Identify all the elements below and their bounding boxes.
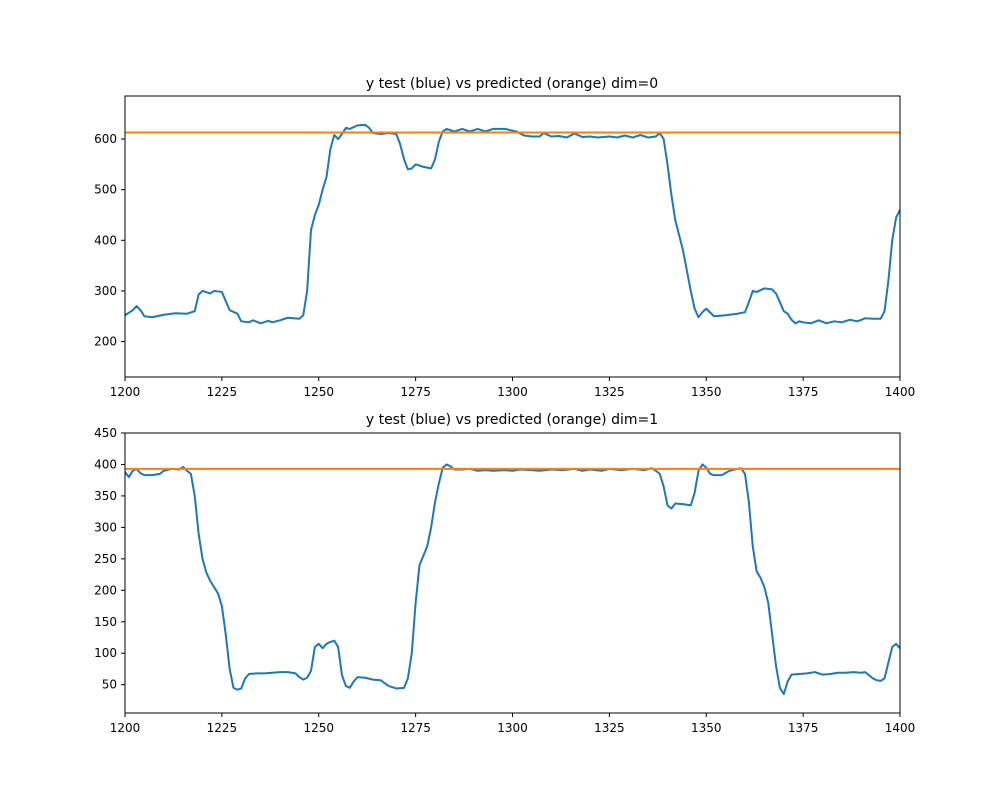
y-tick-label: 300 bbox=[94, 520, 117, 534]
x-tick-label: 1375 bbox=[788, 721, 819, 735]
y-tick-label: 600 bbox=[94, 132, 117, 146]
y-tick-label: 50 bbox=[102, 678, 117, 692]
x-tick-label: 1375 bbox=[788, 385, 819, 399]
y-tick-label: 400 bbox=[94, 457, 117, 471]
y-tick-label: 250 bbox=[94, 552, 117, 566]
x-tick-label: 1350 bbox=[691, 721, 722, 735]
chart-panel-dim1: y test (blue) vs predicted (orange) dim=… bbox=[94, 412, 915, 735]
x-tick-label: 1200 bbox=[110, 721, 141, 735]
y-axis-ticks: 50 100 150 200 250 300 350 400 450 bbox=[94, 426, 125, 692]
chart-title: y test (blue) vs predicted (orange) dim=… bbox=[366, 76, 658, 92]
y-tick-label: 100 bbox=[94, 646, 117, 660]
x-tick-label: 1350 bbox=[691, 385, 722, 399]
x-tick-label: 1225 bbox=[207, 385, 238, 399]
y-tick-label: 450 bbox=[94, 426, 117, 440]
x-tick-label: 1300 bbox=[497, 385, 528, 399]
x-tick-label: 1400 bbox=[885, 721, 916, 735]
series-layer bbox=[125, 463, 900, 696]
x-axis-ticks: 1200 1225 1250 1275 1300 1325 1350 1375 1400 bbox=[110, 377, 916, 399]
x-tick-label: 1300 bbox=[497, 721, 528, 735]
x-tick-label: 1225 bbox=[207, 721, 238, 735]
x-tick-label: 1325 bbox=[594, 385, 625, 399]
x-tick-label: 1400 bbox=[885, 385, 916, 399]
y-tick-label: 350 bbox=[94, 489, 117, 503]
x-axis-ticks: 1200 1225 1250 1275 1300 1325 1350 1375 1400 bbox=[110, 713, 916, 735]
series-line-actual bbox=[125, 123, 900, 325]
chart-title: y test (blue) vs predicted (orange) dim=… bbox=[366, 412, 658, 428]
y-tick-label: 500 bbox=[94, 183, 117, 197]
y-tick-label: 400 bbox=[94, 233, 117, 247]
y-tick-label: 200 bbox=[94, 335, 117, 349]
x-tick-label: 1275 bbox=[400, 385, 431, 399]
y-tick-label: 300 bbox=[94, 284, 117, 298]
x-tick-label: 1250 bbox=[303, 721, 334, 735]
x-tick-label: 1200 bbox=[110, 385, 141, 399]
y-axis-ticks: 200 300 400 500 600 bbox=[94, 132, 125, 349]
chart-panel-dim0: y test (blue) vs predicted (orange) dim=… bbox=[94, 76, 915, 399]
x-tick-label: 1250 bbox=[303, 385, 334, 399]
series-layer bbox=[125, 123, 900, 325]
y-tick-label: 200 bbox=[94, 583, 117, 597]
y-tick-label: 150 bbox=[94, 615, 117, 629]
x-tick-label: 1325 bbox=[594, 721, 625, 735]
x-tick-label: 1275 bbox=[400, 721, 431, 735]
